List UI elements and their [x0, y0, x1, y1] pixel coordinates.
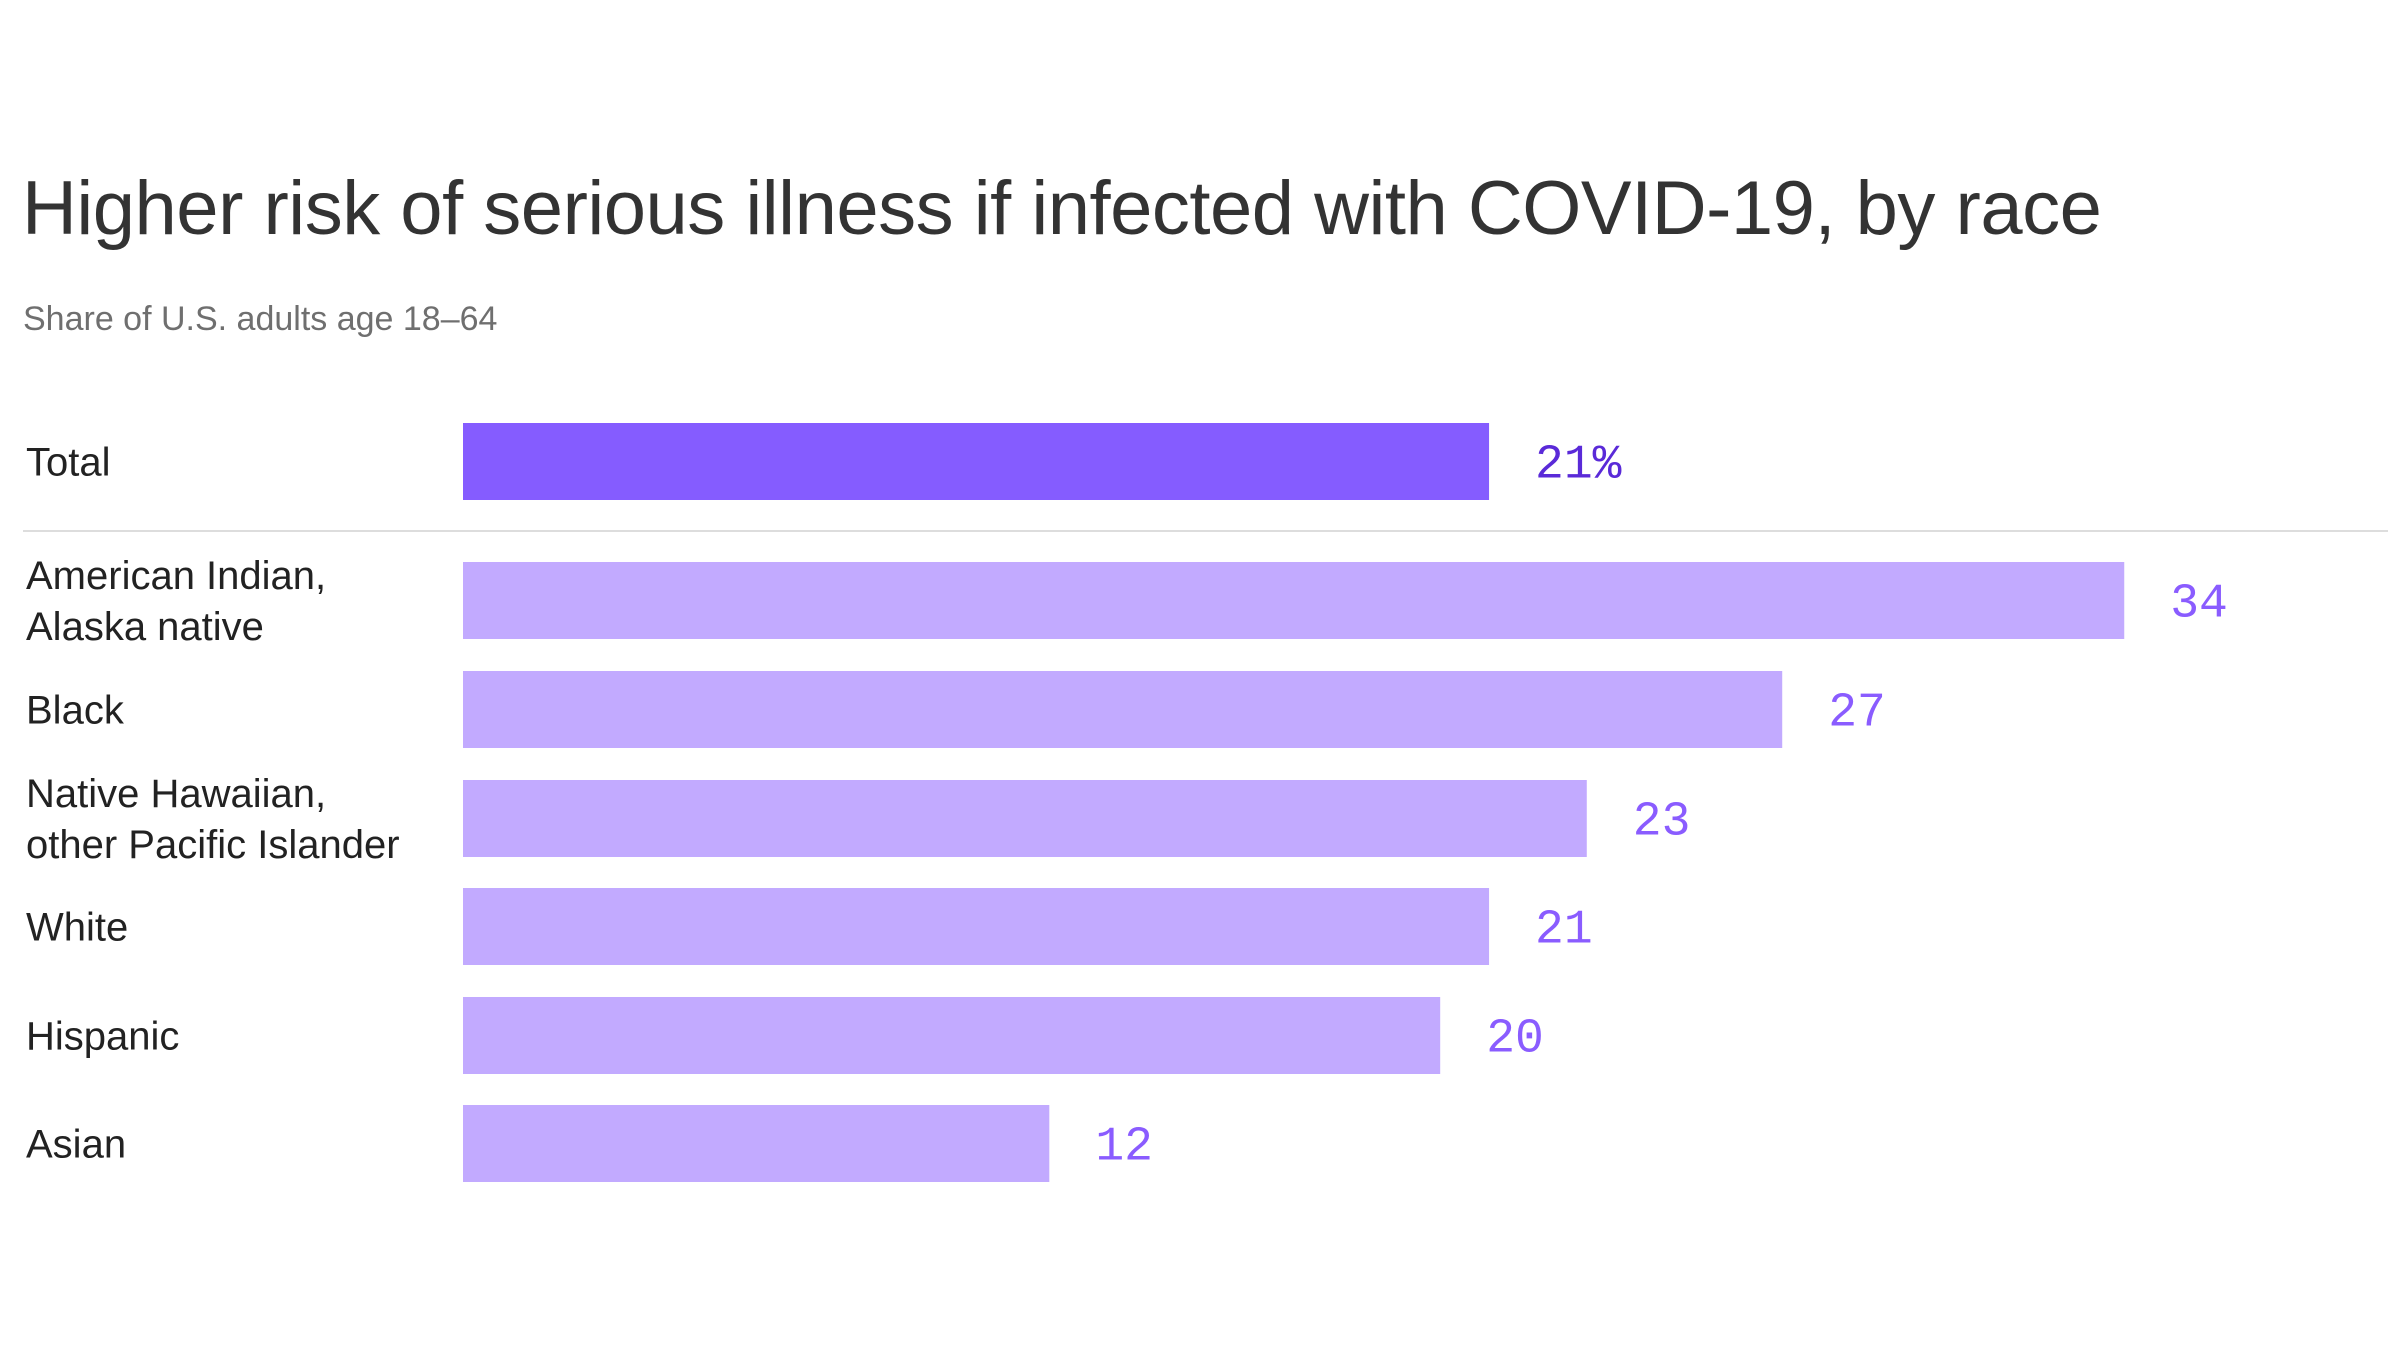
category-label-line: Alaska native [26, 605, 264, 649]
category-label: Asian [26, 1123, 126, 1167]
value-label: 34 [2170, 578, 2228, 632]
value-label: 20 [1486, 1013, 1544, 1067]
category-label-line: American Indian, [26, 554, 326, 598]
category-label-line: Black [26, 689, 125, 733]
category-label-line: Hispanic [26, 1015, 179, 1059]
bar-3 [463, 780, 1587, 857]
value-label: 21% [1535, 439, 1622, 493]
bar-5 [463, 997, 1441, 1074]
category-label: Hispanic [26, 1015, 179, 1059]
chart-subtitle: Share of U.S. adults age 18–64 [23, 300, 498, 338]
bar-2 [463, 671, 1783, 748]
chart-title: Higher risk of serious illness if infect… [22, 166, 2102, 251]
category-label-line: Asian [26, 1123, 126, 1167]
category-label-line: Native Hawaiian, [26, 772, 326, 816]
category-label-line: White [26, 906, 128, 950]
bar-0 [463, 423, 1490, 500]
category-label: Total [26, 441, 111, 485]
category-label: Native Hawaiian, other Pacific Islander [26, 772, 400, 867]
value-label: 23 [1633, 796, 1691, 850]
category-label: Black [26, 689, 125, 733]
bar-4 [463, 888, 1490, 965]
value-label: 27 [1828, 687, 1886, 741]
bar-1 [463, 562, 2125, 639]
category-label-line: Total [26, 441, 111, 485]
category-label: White [26, 906, 128, 950]
value-label: 21 [1535, 904, 1593, 958]
category-label-line: other Pacific Islander [26, 823, 400, 867]
bar-6 [463, 1105, 1050, 1182]
value-label: 12 [1095, 1121, 1153, 1175]
category-label: American Indian, Alaska native [26, 554, 326, 649]
